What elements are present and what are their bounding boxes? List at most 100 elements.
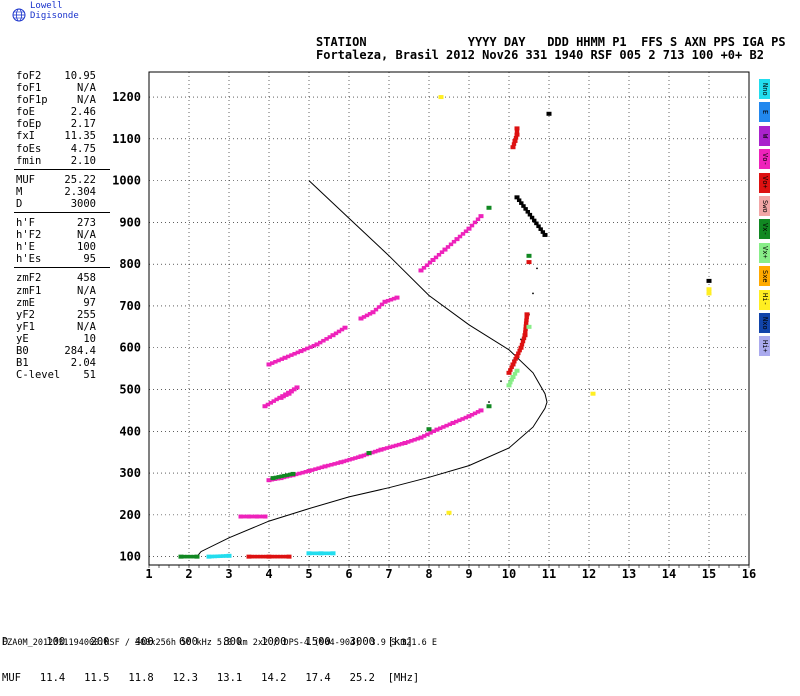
echo-point xyxy=(226,553,232,558)
legend-swatch: Vx- xyxy=(759,219,770,240)
legend-swatch: Swo xyxy=(759,195,770,216)
x-tick-label: 12 xyxy=(582,567,596,581)
echo-point xyxy=(529,215,535,220)
parameter-value: 10.95 xyxy=(64,70,96,82)
echo-point xyxy=(191,554,196,559)
echo-point xyxy=(326,463,331,468)
parameter-label: foEs xyxy=(16,142,42,155)
legend-swatch: Hi+ xyxy=(759,336,770,357)
x-tick-label: 5 xyxy=(305,567,312,581)
echo-point xyxy=(364,313,370,318)
echo-point xyxy=(367,311,373,316)
echo-point xyxy=(276,358,281,363)
echo-point xyxy=(513,136,519,140)
parameter-row: B0 284.4 xyxy=(2,345,96,357)
echo-point xyxy=(241,514,246,519)
echo-point xyxy=(212,554,217,559)
echo-point xyxy=(283,392,288,397)
y-tick-label: 800 xyxy=(119,257,141,271)
parameter-row: h'E 100 xyxy=(2,241,96,253)
x-tick-label: 16 xyxy=(742,567,756,581)
echo-point xyxy=(475,410,481,414)
echo-point xyxy=(412,437,417,442)
x-tick-label: 6 xyxy=(345,567,352,581)
echo-point xyxy=(270,476,276,481)
echo-point xyxy=(406,440,411,444)
echo-point xyxy=(441,425,446,429)
echo-point xyxy=(373,307,379,312)
parameter-label: D xyxy=(16,197,23,210)
echo-point xyxy=(335,461,340,465)
echo-point xyxy=(526,324,532,329)
echo-point xyxy=(262,514,268,519)
echo-point xyxy=(288,389,294,393)
echo-point xyxy=(322,464,328,469)
echo-point xyxy=(263,554,269,559)
echo-point xyxy=(508,380,513,385)
echo-point xyxy=(286,390,291,395)
echo-point xyxy=(430,258,436,263)
parameter-value: 51 xyxy=(83,369,96,382)
echo-point xyxy=(436,252,442,257)
muf-row: MUF 11.4 11.5 11.8 12.3 13.1 14.2 17.4 2… xyxy=(2,672,420,684)
echo-point xyxy=(514,132,520,137)
echo-point xyxy=(185,554,190,559)
echo-point xyxy=(516,198,522,203)
echo-point xyxy=(246,554,252,559)
parameter-label: h'F xyxy=(16,217,35,230)
echo-point xyxy=(370,310,376,315)
echo-point xyxy=(506,383,512,388)
parameter-value: N/A xyxy=(77,94,96,107)
y-tick-label: 1200 xyxy=(112,90,141,104)
echo-point xyxy=(526,260,532,265)
distance-row: D 100 200 400 600 800 1000 1500 3000 [km… xyxy=(2,636,413,648)
parameter-label: fxI xyxy=(16,130,35,143)
parameter-row: foF1p N/A xyxy=(2,94,96,106)
echo-point xyxy=(523,327,528,332)
echo-point xyxy=(451,239,457,244)
echo-point xyxy=(246,514,252,519)
parameter-value: 2.304 xyxy=(64,185,96,198)
echo-point xyxy=(512,138,518,143)
echo-point xyxy=(433,255,439,260)
echo-point xyxy=(399,442,405,446)
echo-point xyxy=(525,210,530,214)
parameter-label: M xyxy=(16,185,23,198)
echo-point xyxy=(706,278,712,283)
parameter-label: h'E xyxy=(16,241,35,254)
parameter-row: foEs 4.75 xyxy=(2,143,96,155)
echo-point xyxy=(510,145,516,150)
echo-point xyxy=(338,460,344,465)
echo-point xyxy=(306,468,312,473)
echo-point xyxy=(282,473,287,478)
panel-separator xyxy=(14,212,110,217)
echo-point xyxy=(418,268,424,273)
echo-point xyxy=(313,467,318,471)
y-tick-label: 300 xyxy=(119,466,141,480)
echo-point xyxy=(329,462,334,467)
echo-point xyxy=(282,355,288,360)
echo-point xyxy=(402,441,408,446)
y-tick-label: 1100 xyxy=(112,132,141,146)
parameter-label: B0 xyxy=(16,344,29,357)
parameter-label: B1 xyxy=(16,357,29,370)
echo-point xyxy=(444,423,449,428)
echo-point xyxy=(520,339,526,344)
echo-point xyxy=(486,404,492,409)
echo-point xyxy=(590,391,596,396)
y-tick-label: 500 xyxy=(119,383,141,397)
echo-point xyxy=(706,289,712,294)
legend-swatch: E xyxy=(759,102,770,123)
trace-point xyxy=(500,380,502,383)
echo-point xyxy=(347,457,352,462)
echo-point xyxy=(269,554,275,559)
y-tick-label: 900 xyxy=(119,215,141,229)
trace-point xyxy=(532,292,534,295)
echo-point xyxy=(309,551,315,556)
legend-swatch: Hi- xyxy=(759,289,770,310)
echo-point xyxy=(255,554,260,559)
echo-point xyxy=(478,214,484,219)
echo-point xyxy=(353,456,358,460)
legend-swatch: Vx+ xyxy=(759,242,770,263)
echo-point xyxy=(428,431,433,435)
